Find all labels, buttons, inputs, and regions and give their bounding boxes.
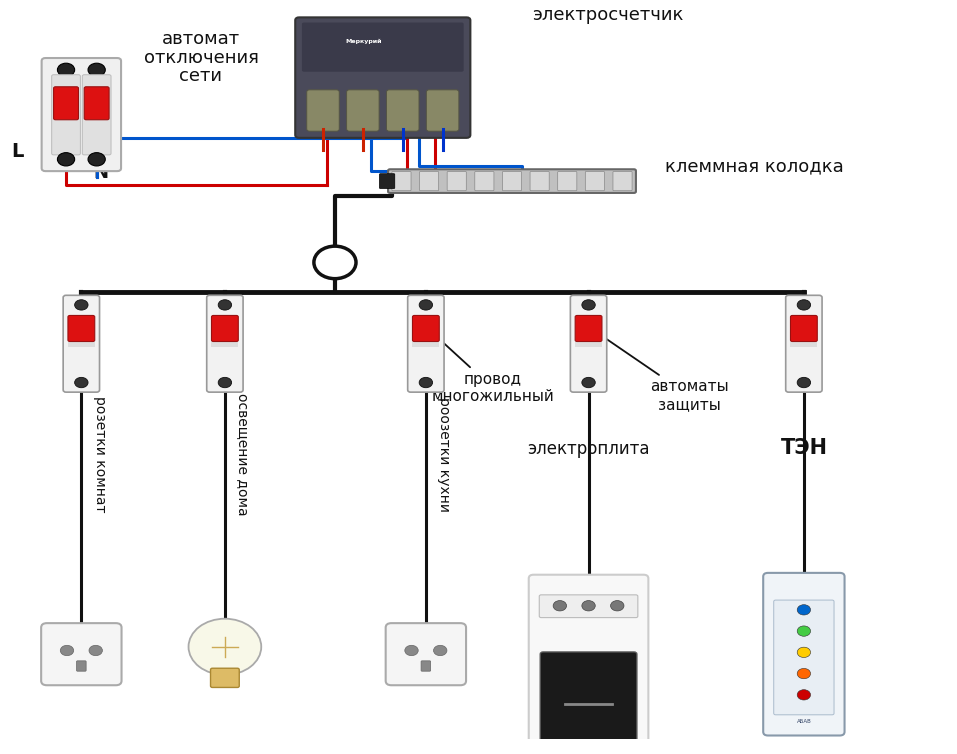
Circle shape	[88, 152, 105, 166]
FancyBboxPatch shape	[764, 573, 844, 735]
FancyBboxPatch shape	[408, 296, 444, 392]
Text: L: L	[11, 142, 24, 161]
FancyBboxPatch shape	[389, 170, 636, 193]
FancyBboxPatch shape	[295, 17, 471, 138]
Circle shape	[797, 300, 811, 310]
Circle shape	[419, 377, 433, 388]
Circle shape	[582, 377, 595, 388]
FancyBboxPatch shape	[427, 90, 459, 131]
FancyBboxPatch shape	[41, 623, 122, 685]
Circle shape	[314, 246, 356, 279]
Text: сети: сети	[180, 67, 222, 85]
FancyBboxPatch shape	[68, 339, 95, 348]
Circle shape	[57, 63, 75, 76]
FancyBboxPatch shape	[419, 171, 438, 191]
Text: АБАВ: АБАВ	[796, 719, 812, 725]
FancyBboxPatch shape	[540, 652, 637, 751]
FancyBboxPatch shape	[84, 87, 109, 120]
FancyBboxPatch shape	[54, 87, 78, 120]
FancyBboxPatch shape	[447, 171, 466, 191]
Circle shape	[797, 605, 811, 615]
Text: Меркурий: Меркурий	[345, 38, 382, 44]
FancyBboxPatch shape	[68, 315, 95, 342]
Circle shape	[88, 63, 105, 76]
Text: электросчетчик: электросчетчик	[532, 6, 683, 24]
FancyBboxPatch shape	[412, 315, 439, 342]
FancyBboxPatch shape	[211, 668, 239, 688]
FancyBboxPatch shape	[211, 339, 238, 348]
FancyBboxPatch shape	[558, 171, 577, 191]
Circle shape	[553, 601, 567, 611]
FancyBboxPatch shape	[306, 90, 340, 131]
FancyBboxPatch shape	[570, 296, 607, 392]
Text: электроплита: электроплита	[527, 440, 650, 458]
FancyBboxPatch shape	[211, 315, 238, 342]
Text: розетки комнат: розетки комнат	[93, 397, 107, 513]
FancyBboxPatch shape	[52, 75, 80, 155]
Text: авас: авас	[582, 753, 595, 754]
Circle shape	[797, 377, 811, 388]
FancyBboxPatch shape	[387, 90, 419, 131]
Circle shape	[434, 645, 447, 656]
Text: автомат: автомат	[162, 30, 240, 48]
Text: ТЭН: ТЭН	[780, 438, 828, 458]
Text: роозетки кухни: роозетки кухни	[437, 397, 452, 512]
Circle shape	[57, 152, 75, 166]
FancyBboxPatch shape	[773, 600, 834, 715]
FancyBboxPatch shape	[207, 296, 243, 392]
Text: освещение дома: освещение дома	[236, 394, 251, 516]
Circle shape	[189, 619, 261, 675]
Circle shape	[797, 690, 811, 700]
FancyBboxPatch shape	[575, 339, 602, 348]
Text: N: N	[94, 164, 109, 182]
Circle shape	[75, 377, 88, 388]
FancyBboxPatch shape	[586, 171, 605, 191]
Circle shape	[797, 668, 811, 679]
Text: отключения: отключения	[144, 48, 258, 66]
FancyBboxPatch shape	[379, 173, 395, 188]
FancyBboxPatch shape	[42, 58, 121, 171]
FancyBboxPatch shape	[412, 339, 439, 348]
FancyBboxPatch shape	[575, 315, 602, 342]
FancyBboxPatch shape	[528, 575, 649, 754]
Circle shape	[405, 645, 418, 656]
Circle shape	[218, 300, 232, 310]
FancyBboxPatch shape	[346, 90, 379, 131]
Circle shape	[797, 626, 811, 636]
Circle shape	[75, 300, 88, 310]
Circle shape	[582, 601, 595, 611]
FancyBboxPatch shape	[790, 339, 817, 348]
Circle shape	[797, 647, 811, 657]
Text: клеммная колодка: клеммная колодка	[665, 158, 844, 176]
FancyBboxPatch shape	[82, 75, 111, 155]
FancyBboxPatch shape	[63, 296, 100, 392]
FancyBboxPatch shape	[421, 661, 431, 671]
FancyBboxPatch shape	[530, 171, 549, 191]
FancyBboxPatch shape	[613, 171, 633, 191]
FancyBboxPatch shape	[475, 171, 494, 191]
Circle shape	[582, 300, 595, 310]
Circle shape	[89, 645, 102, 656]
Circle shape	[419, 300, 433, 310]
Text: автоматы
защиты: автоматы защиты	[592, 329, 728, 412]
FancyBboxPatch shape	[539, 595, 637, 618]
FancyBboxPatch shape	[392, 171, 412, 191]
Circle shape	[218, 377, 232, 388]
FancyBboxPatch shape	[502, 171, 522, 191]
Text: провод
многожильный: провод многожильный	[430, 330, 554, 404]
Circle shape	[60, 645, 74, 656]
FancyBboxPatch shape	[790, 315, 817, 342]
FancyBboxPatch shape	[77, 661, 86, 671]
FancyBboxPatch shape	[386, 623, 466, 685]
Circle shape	[611, 601, 624, 611]
FancyBboxPatch shape	[302, 23, 463, 72]
FancyBboxPatch shape	[786, 296, 822, 392]
